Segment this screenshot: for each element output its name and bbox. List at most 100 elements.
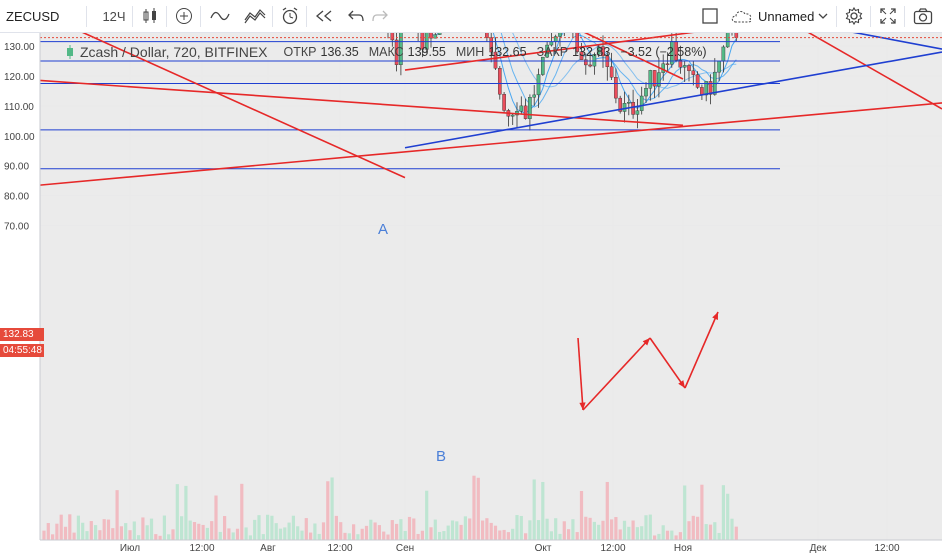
volume-bar xyxy=(519,515,523,540)
candle-body xyxy=(596,46,601,55)
volume-bar xyxy=(601,520,605,540)
volume-bar xyxy=(532,479,536,540)
select-checkbox[interactable] xyxy=(698,4,722,28)
volume-bar xyxy=(167,534,171,540)
candle-body xyxy=(592,54,597,67)
price-tick-label: 70.00 xyxy=(4,222,29,233)
alert-button[interactable] xyxy=(278,4,302,28)
volume-bar xyxy=(253,519,257,540)
last-price-tag: 132.83 xyxy=(0,328,44,341)
volume-bar xyxy=(85,531,89,540)
redo-button[interactable] xyxy=(368,4,392,28)
toolbar-divider xyxy=(870,6,871,27)
volume-bar xyxy=(605,481,609,540)
volume-bar xyxy=(425,490,429,540)
volume-bar xyxy=(502,529,506,540)
fullscreen-button[interactable] xyxy=(876,4,900,28)
swing-arrow-head xyxy=(678,380,685,388)
volume-bar xyxy=(51,534,55,540)
label-b: B xyxy=(436,448,446,465)
volume-bar xyxy=(631,520,635,540)
volume-bar xyxy=(356,534,360,540)
time-tick-label: 12:00 xyxy=(327,543,352,554)
volume-bar xyxy=(248,535,252,540)
candle-body xyxy=(635,110,640,115)
candles-icon xyxy=(143,8,156,23)
rewind-icon xyxy=(315,10,332,22)
high-value: 139.55 xyxy=(407,45,446,59)
volume-bar xyxy=(55,523,59,540)
candle-body xyxy=(601,46,605,57)
volume-bar xyxy=(132,521,136,540)
snapshot-button[interactable] xyxy=(910,4,936,28)
candle-body xyxy=(695,74,700,88)
price-tick-label: 130.00 xyxy=(4,42,35,53)
volume-bar xyxy=(536,520,541,540)
volume-bar xyxy=(291,515,295,540)
volume-bar xyxy=(42,530,46,540)
candles xyxy=(387,33,739,131)
wave-icon xyxy=(210,11,230,21)
volume-bar xyxy=(266,514,270,540)
replay-button[interactable] xyxy=(312,4,336,28)
volume-bar xyxy=(227,528,231,540)
volume-bar xyxy=(670,530,674,540)
interval-button[interactable]: 12Ч xyxy=(102,8,126,24)
toolbar-divider xyxy=(904,6,905,27)
volume-bar xyxy=(524,533,528,540)
candle-body xyxy=(652,70,657,87)
volume-bar xyxy=(171,529,175,540)
volume-bar xyxy=(364,525,369,540)
templates-button[interactable] xyxy=(242,4,268,28)
volume-bar xyxy=(498,530,502,540)
volume-bar xyxy=(158,535,162,540)
volume-bar xyxy=(446,525,450,540)
indicators-button[interactable] xyxy=(208,4,232,28)
volume-bar xyxy=(455,521,459,540)
volume-bar xyxy=(76,515,80,540)
settings-button[interactable] xyxy=(842,4,866,28)
trend-line xyxy=(81,33,406,179)
price-tick-label: 80.00 xyxy=(4,192,29,203)
volume-bar xyxy=(730,518,734,540)
undo-button[interactable] xyxy=(344,4,368,28)
price-tick-label: 110.00 xyxy=(4,102,34,113)
price-tick-label: 90.00 xyxy=(4,162,29,173)
volume-bar xyxy=(235,528,240,540)
volume-bar xyxy=(102,519,106,540)
multi-wave-icon xyxy=(244,9,266,24)
volume-bar xyxy=(377,525,381,540)
price-chart[interactable]: A B 70.00 80.00 90.00 100.00 110.00 120.00 130… xyxy=(0,33,942,554)
price-axis[interactable] xyxy=(0,33,40,540)
add-circle-icon xyxy=(176,8,192,24)
volume-bar xyxy=(59,514,63,540)
volume-bar xyxy=(244,527,248,540)
volume-bar xyxy=(506,532,510,540)
swing-arrow xyxy=(582,337,651,411)
candle-body xyxy=(532,94,536,98)
volume-bar xyxy=(644,515,648,540)
volume-bar xyxy=(661,525,665,540)
volume-bar xyxy=(128,530,132,540)
candle-body xyxy=(437,33,442,35)
candle-body xyxy=(558,33,562,37)
candle-body xyxy=(678,59,683,68)
candle-body xyxy=(627,102,631,104)
compare-button[interactable] xyxy=(172,4,196,28)
time-axis[interactable] xyxy=(0,540,942,554)
time-tick-label: Ноя xyxy=(674,543,692,554)
volume-bar xyxy=(296,526,300,540)
layout-menu[interactable]: Unnamed xyxy=(730,4,834,28)
toolbar-divider xyxy=(272,6,273,27)
volume-bar xyxy=(713,522,717,540)
symbol-search[interactable]: ZECUSD xyxy=(6,8,60,24)
volume-bar xyxy=(472,475,476,540)
volume-bar xyxy=(201,524,205,540)
candles-style-button[interactable] xyxy=(138,4,162,28)
trend-drawings[interactable] xyxy=(39,33,942,411)
volume-bar xyxy=(373,522,377,540)
candle-body xyxy=(541,56,545,75)
volume-bar xyxy=(192,522,197,540)
volume-bar xyxy=(614,517,618,540)
candle-body xyxy=(523,105,528,119)
